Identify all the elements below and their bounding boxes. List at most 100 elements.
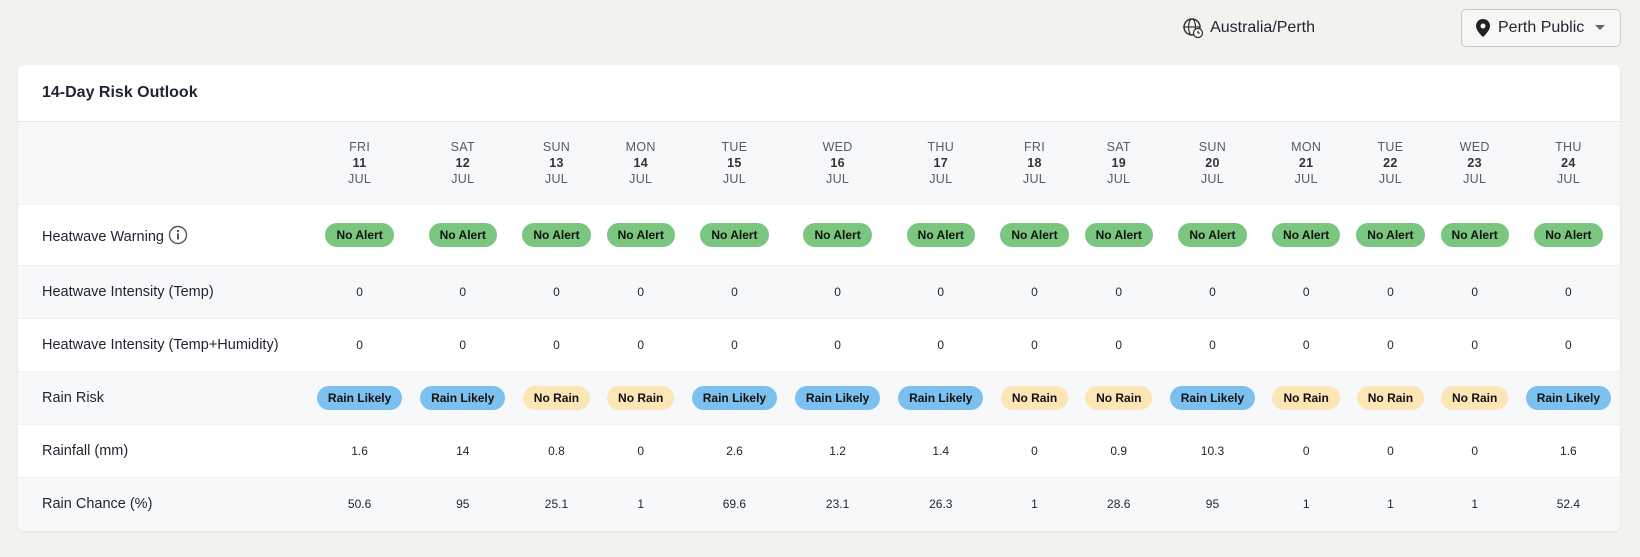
cell-value: 10.3 [1200, 444, 1225, 458]
cell: 0 [1348, 266, 1432, 319]
day-line: 22 [1352, 155, 1428, 171]
day-line: 11 [312, 155, 407, 171]
cell-value: 1 [1387, 497, 1394, 512]
weekday: WED [822, 140, 853, 154]
day-header: MON 14 JUL [599, 122, 683, 205]
badge: No Rain [1272, 386, 1340, 410]
day-header: MON 21 JUL [1264, 122, 1348, 205]
cell: 0 [1517, 266, 1620, 319]
cell: Rain Likely [786, 372, 889, 425]
month: JUL [1463, 172, 1487, 186]
cell-value: 0 [1209, 285, 1216, 299]
cell-value: 0 [459, 338, 467, 352]
day-number: 11 [352, 156, 367, 170]
corner [18, 122, 308, 205]
badge: No Rain [1085, 386, 1153, 410]
day-header: TUE 22 JUL [1348, 122, 1432, 205]
weekday: SAT [1106, 140, 1131, 154]
month: JUL [1107, 172, 1131, 186]
cell: 0 [1433, 266, 1517, 319]
cell: 50.6 [308, 478, 411, 531]
cell: 0 [599, 266, 683, 319]
cell: 0 [1161, 266, 1264, 319]
cell: 0 [411, 266, 514, 319]
cell-value: 0 [1471, 338, 1478, 352]
cell: 23.1 [786, 478, 889, 531]
table-row: Heatwave Warning No Alert No Alert No Alert… [18, 204, 1620, 266]
day-header: TUE 15 JUL [683, 122, 786, 205]
cell: 0 [1161, 319, 1264, 372]
caret [1595, 25, 1605, 30]
cell: 0 [514, 266, 598, 319]
cell: 0 [992, 266, 1076, 319]
badge: No Alert [1534, 223, 1603, 247]
cell-value: 0 [1565, 285, 1572, 299]
cell: 1 [599, 478, 683, 531]
day-line: 13 [518, 155, 594, 171]
day-number: 12 [455, 156, 471, 170]
location-select[interactable]: Perth Public [1461, 9, 1621, 47]
cell-value: 0 [731, 285, 738, 299]
cell-value: 25.1 [544, 497, 569, 512]
outlook-table: FRI 11 JUL SAT 12 JUL SUN 13 JUL MON 14 JUL TUE 15 JUL… [18, 122, 1620, 531]
cell-value: 0 [356, 285, 363, 299]
cell: 0 [1264, 319, 1348, 372]
badge: No Alert [428, 223, 497, 247]
cell: 0 [599, 319, 683, 372]
cell-value: 0 [1031, 285, 1038, 299]
month: JUL [929, 172, 953, 186]
cell: 1.6 [1517, 425, 1620, 478]
badge: No Alert [1356, 223, 1425, 247]
cell: No Alert [1161, 205, 1264, 266]
day-number: 13 [549, 156, 564, 170]
cell-value: 0 [937, 285, 945, 299]
cell-value: 0.8 [548, 444, 565, 458]
day-number: 15 [727, 156, 742, 170]
weekday: FRI [1023, 140, 1045, 154]
cell: 0 [889, 266, 992, 319]
cell-value: 0 [834, 285, 841, 299]
day-header: THU 24 JUL [1517, 122, 1620, 205]
cell-value: 0 [1471, 444, 1478, 458]
cell: 69.6 [683, 478, 786, 531]
cell-value: 1 [1031, 497, 1038, 512]
cell: 28.6 [1077, 478, 1161, 531]
weekday: SUN [542, 140, 571, 154]
cell: 0 [1348, 425, 1432, 478]
badge: No Rain [1000, 386, 1069, 410]
cell: 0 [1433, 425, 1517, 478]
day-number: 14 [633, 156, 648, 170]
cell: 0 [1264, 425, 1348, 478]
cell: No Alert [1348, 205, 1432, 266]
day-line: 18 [996, 155, 1072, 171]
row-label-cell: Heatwave Intensity (Temp+Humidity) [18, 319, 308, 372]
cell: 0 [1077, 319, 1161, 372]
cell-value: 0 [731, 338, 738, 352]
cell: No Alert [411, 205, 514, 266]
cell-value: 52.4 [1556, 497, 1581, 512]
cell-value: 0 [1115, 285, 1123, 299]
cell: 2.6 [683, 425, 786, 478]
info-icon[interactable] [168, 225, 188, 245]
badge: No Alert [803, 223, 872, 247]
cell-value: 0 [637, 338, 645, 352]
day-header: SUN 13 JUL [514, 122, 598, 205]
weekday: TUE [721, 140, 748, 154]
cell: No Alert [683, 205, 786, 266]
day-header: SUN 20 JUL [1161, 122, 1264, 205]
badge: No Alert [325, 223, 394, 247]
row-label: Heatwave Intensity (Temp) [42, 284, 214, 300]
day-line: 19 [1081, 155, 1157, 171]
day-number: 17 [933, 156, 949, 170]
cell: 0 [1077, 266, 1161, 319]
cell: 0 [308, 266, 411, 319]
cell: No Rain [1433, 372, 1517, 425]
weekday: THU [1555, 140, 1582, 154]
row-label-cell: Rainfall (mm) [18, 425, 308, 478]
month: JUL [826, 172, 850, 186]
weekday: WED [1459, 140, 1490, 154]
badge: No Alert [1084, 223, 1153, 247]
cell-value: 0 [553, 285, 560, 299]
cell-value: 0.9 [1110, 444, 1128, 458]
cell: 0 [992, 425, 1076, 478]
